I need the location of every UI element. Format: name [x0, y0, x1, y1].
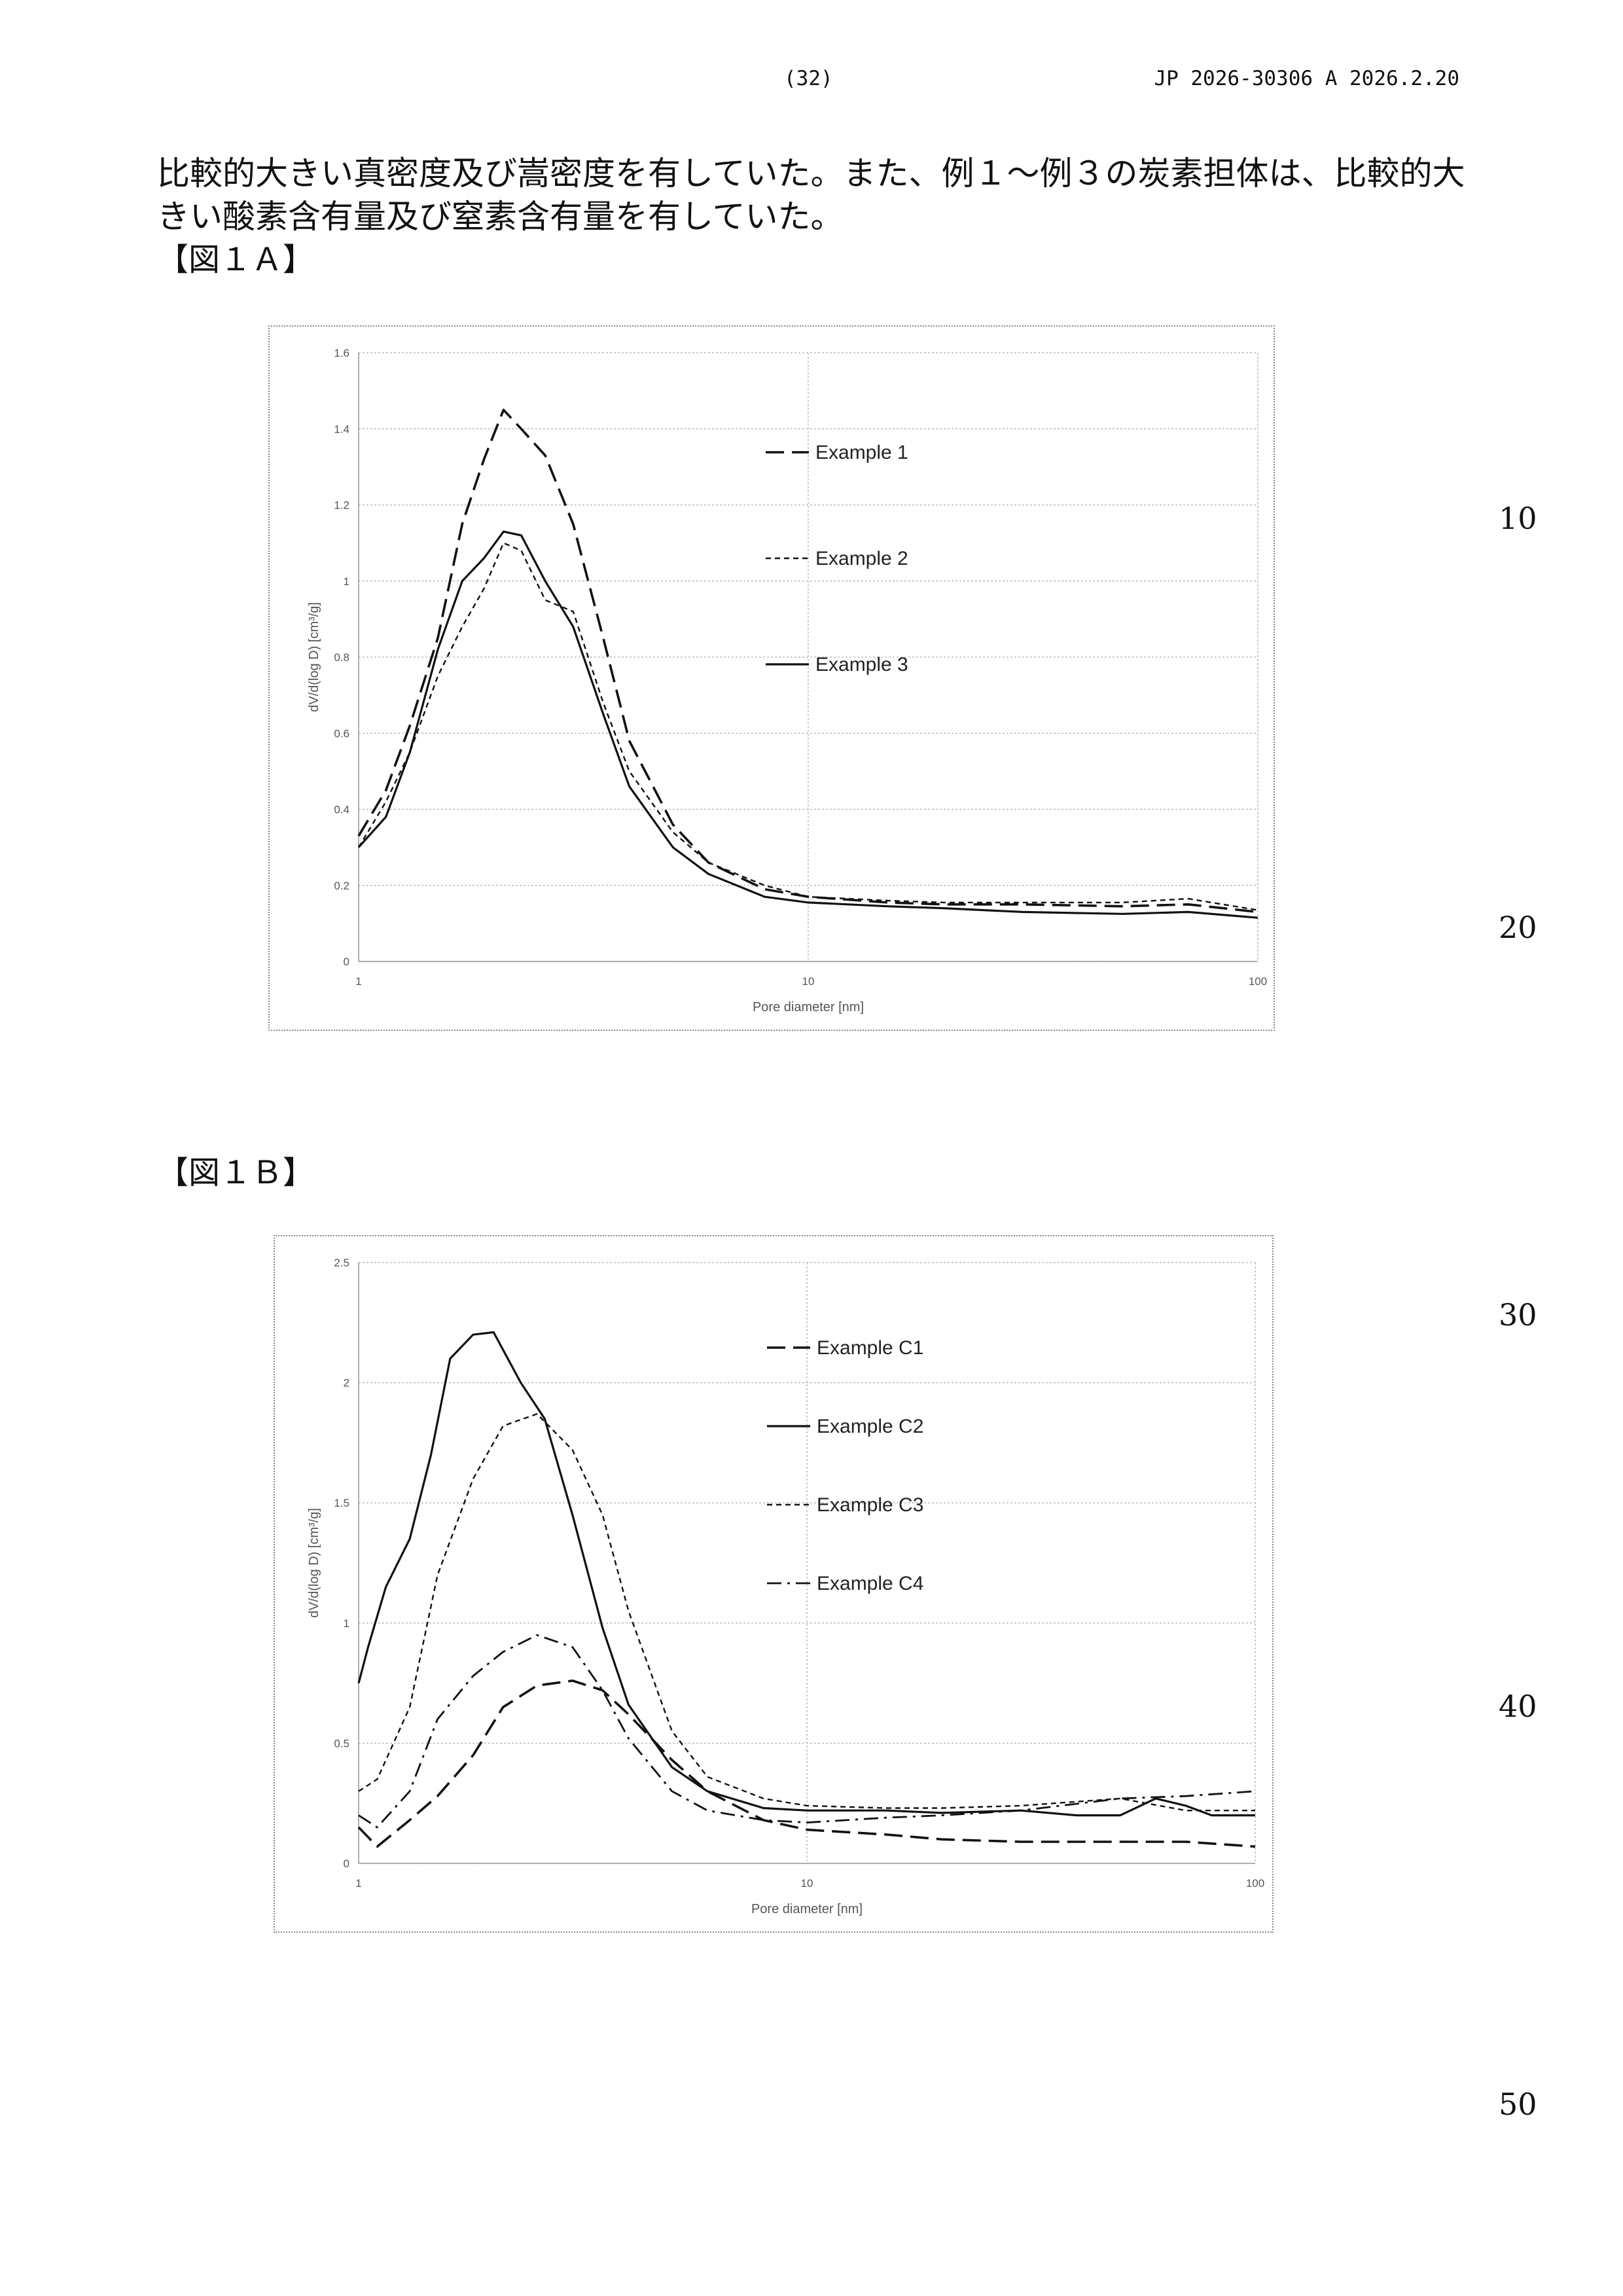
fig1a-ytick-8: 1.6	[334, 347, 349, 359]
page-number: (32)	[784, 67, 833, 90]
fig1b-series-line-3	[358, 1413, 1255, 1812]
fig1b-ytick-2: 1	[344, 1617, 349, 1630]
fig1b-legend-label-4: Example C4	[817, 1573, 923, 1594]
figure-1b-chart: 0 0.5 1 1.5 2 2.5 1 10 100 Pore diameter [nm] dV/d…	[307, 1257, 1264, 1916]
fig1a-series-line-1	[357, 408, 1258, 914]
fig1a-y-label: dV/d(log D) [cm³/g]	[307, 602, 321, 712]
fig1b-series-line-4	[358, 1634, 1256, 1829]
fig1a-ytick-2: 0.4	[334, 804, 349, 816]
fig1b-legend-label-1: Example C1	[817, 1337, 923, 1359]
figure-1a: 0 0.2 0.4 0.6 0.8 1 1.2 1.4 1.6 1 10 100 Pore diamet…	[268, 325, 1275, 1031]
figure-1a-chart: 0 0.2 0.4 0.6 0.8 1 1.2 1.4 1.6 1 10 100 Pore diamet…	[307, 347, 1267, 1014]
line-number-30: 30	[1499, 1297, 1537, 1333]
fig1a-ytick-5: 1	[344, 575, 349, 588]
fig1b-xtick-0: 1	[355, 1877, 361, 1890]
fig1b-x-label: Pore diameter [nm]	[751, 1902, 863, 1916]
fig1a-ytick-6: 1.2	[334, 499, 349, 512]
fig1a-legend-label-3: Example 3	[815, 654, 908, 675]
fig1a-ytick-1: 0.2	[334, 880, 349, 892]
fig1b-legend-label-3: Example C3	[817, 1494, 923, 1516]
fig1a-series-line-3	[357, 530, 1258, 919]
fig1b-series-line-1	[357, 1679, 1256, 1848]
fig1b-xtick-2: 100	[1246, 1877, 1264, 1890]
fig1b-ytick-1: 0.5	[334, 1737, 349, 1749]
fig1b-ytick-0: 0	[344, 1857, 349, 1870]
fig1a-xtick-1: 10	[802, 975, 815, 988]
fig1b-ytick-5: 2.5	[334, 1257, 349, 1269]
fig1b-legend-label-2: Example C2	[817, 1416, 923, 1437]
line-number-20: 20	[1499, 910, 1537, 945]
fig1a-ytick-7: 1.4	[334, 423, 349, 435]
fig1a-legend-label-2: Example 2	[815, 548, 908, 569]
fig1a-ytick-4: 0.8	[334, 651, 349, 664]
figure-1b: 0 0.5 1 1.5 2 2.5 1 10 100 Pore diameter [nm] dV/d…	[274, 1235, 1274, 1933]
fig1a-xtick-2: 100	[1249, 975, 1267, 988]
line-number-50: 50	[1499, 2087, 1537, 2122]
body-paragraph: 比較的大きい真密度及び嵩密度を有していた。また、例１～例３の炭素担体は、比較的大…	[157, 154, 1465, 236]
line-number-40: 40	[1499, 1689, 1537, 1724]
fig1a-xtick-0: 1	[355, 975, 361, 988]
fig1a-legend-label-1: Example 1	[815, 442, 908, 463]
publication-info: JP 2026-30306 A 2026.2.20	[1154, 67, 1459, 90]
fig1b-ytick-4: 2	[344, 1377, 349, 1390]
line-number-10: 10	[1499, 501, 1537, 536]
fig1a-ytick-3: 0.6	[334, 727, 349, 740]
fig1b-y-label: dV/d(log D) [cm³/g]	[307, 1508, 321, 1618]
fig1a-x-label: Pore diameter [nm]	[753, 1000, 864, 1014]
fig1b-series-line-2	[357, 1331, 1255, 1817]
fig1b-xtick-1: 10	[801, 1877, 813, 1890]
figure-1a-caption: 【図１Ａ】	[157, 242, 315, 278]
fig1a-ytick-0: 0	[344, 956, 349, 968]
fig1b-ytick-3: 1.5	[334, 1497, 349, 1509]
figure-1b-caption: 【図１Ｂ】	[157, 1155, 315, 1191]
